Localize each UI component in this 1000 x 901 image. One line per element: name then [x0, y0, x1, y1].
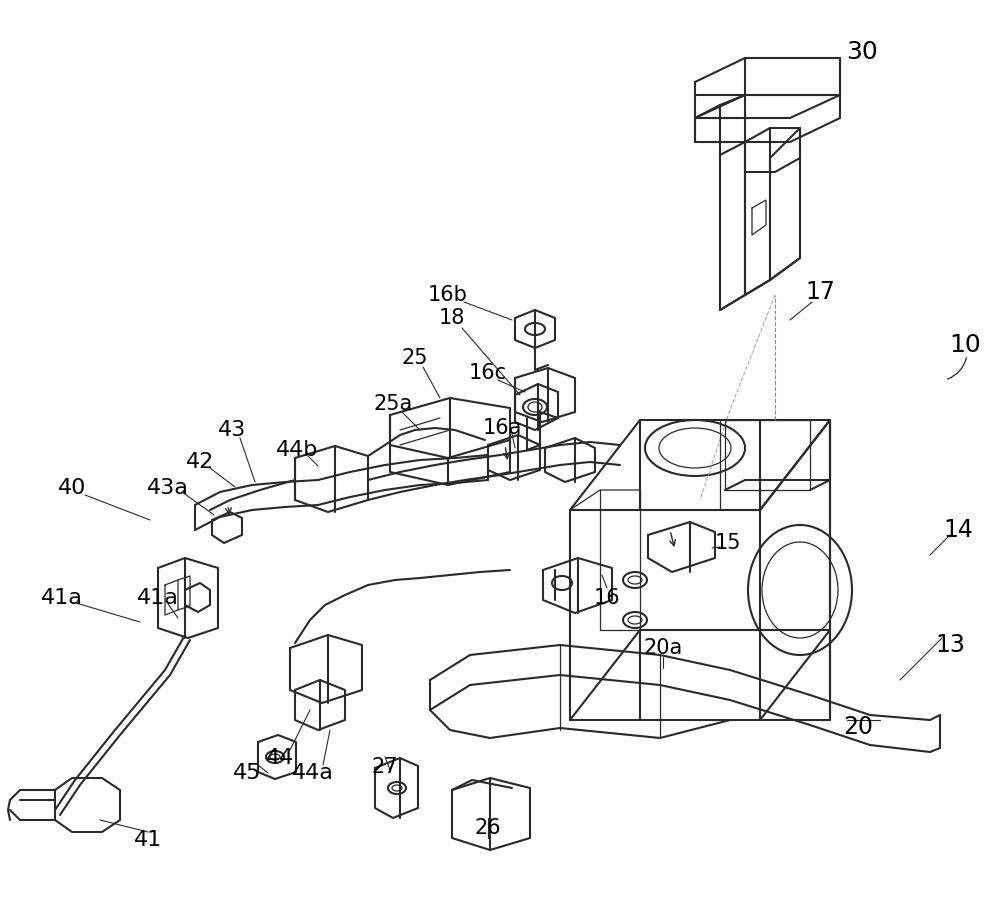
Text: 20: 20 — [843, 715, 873, 739]
Text: 16: 16 — [594, 588, 620, 608]
Text: 27: 27 — [372, 757, 398, 777]
Text: 41a: 41a — [137, 588, 179, 608]
Text: 13: 13 — [935, 633, 965, 657]
Text: 25a: 25a — [373, 394, 413, 414]
Text: 42: 42 — [186, 452, 214, 472]
Text: 16a: 16a — [482, 418, 522, 438]
Text: 14: 14 — [943, 518, 973, 542]
Text: 30: 30 — [846, 40, 878, 64]
Text: 15: 15 — [715, 533, 741, 553]
Text: 16c: 16c — [469, 363, 507, 383]
Text: 26: 26 — [475, 818, 501, 838]
Text: 16b: 16b — [428, 285, 468, 305]
Text: 45: 45 — [233, 763, 261, 783]
Text: 25: 25 — [402, 348, 428, 368]
Text: 43a: 43a — [147, 478, 189, 498]
Text: 41a: 41a — [41, 588, 83, 608]
Text: 17: 17 — [805, 280, 835, 304]
Text: 20a: 20a — [643, 638, 683, 658]
Text: 44b: 44b — [276, 440, 318, 460]
Text: 44: 44 — [266, 748, 294, 768]
Text: 40: 40 — [58, 478, 86, 498]
Text: 41: 41 — [134, 830, 162, 850]
Text: 18: 18 — [439, 308, 465, 328]
Text: 44a: 44a — [292, 763, 334, 783]
Text: 10: 10 — [949, 333, 981, 357]
Text: 43: 43 — [218, 420, 246, 440]
